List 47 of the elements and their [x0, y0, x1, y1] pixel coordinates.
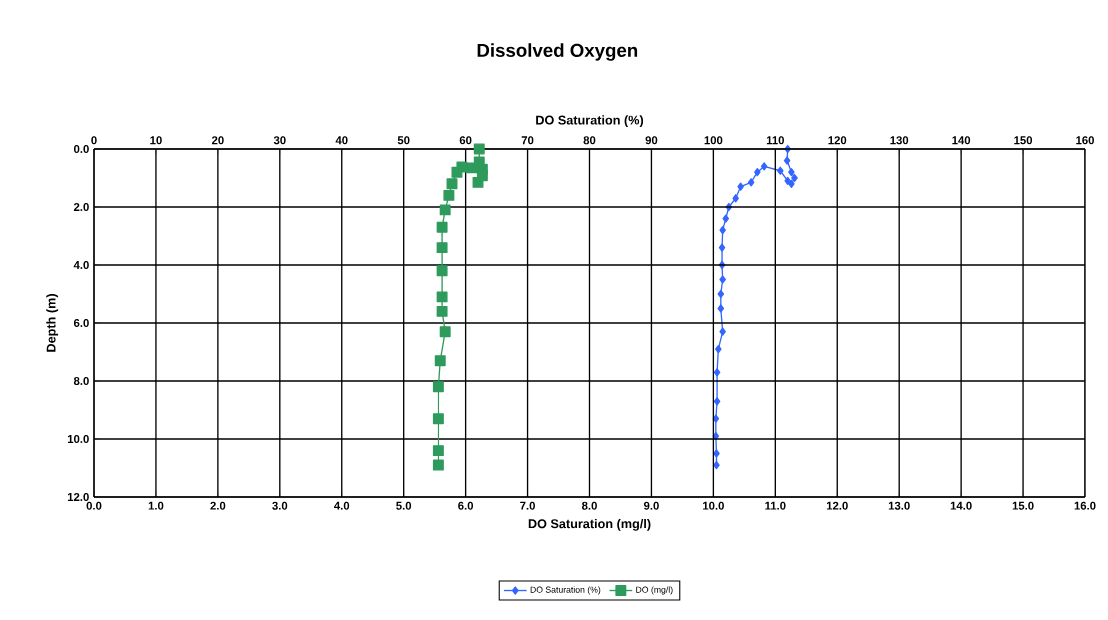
x-tick-label: 7.0	[520, 501, 535, 510]
x-tick-label: 3.0	[272, 501, 288, 510]
x-tick-label: 10.0	[703, 501, 724, 510]
x-tick-label: 14.0	[950, 501, 972, 510]
x-tick-label: 4.0	[334, 501, 350, 510]
x-tick-label: 6.0	[458, 501, 474, 510]
x2-tick-label: 70	[521, 136, 534, 145]
x2-axis-title: DO Saturation (%)	[536, 115, 644, 128]
x-axis-title: DO Saturation (mg/l)	[528, 518, 651, 531]
x2-tick-label: 110	[766, 136, 784, 145]
x2-tick-label: 10	[150, 136, 162, 145]
x2-tick-label: 30	[273, 136, 286, 145]
x2-tick-label: 150	[1014, 136, 1033, 145]
y-tick-label: 2.0	[73, 202, 89, 211]
x2-tick-label: 60	[459, 136, 472, 145]
x2-tick-label: 160	[1076, 136, 1094, 145]
y-tick-label: 6.0	[73, 318, 89, 327]
y-tick-label: 12.0	[67, 492, 89, 501]
x-tick-label: 8.0	[581, 501, 597, 510]
x-tick-label: 0.0	[86, 501, 102, 510]
legend-label: DO Saturation (%)	[530, 586, 601, 595]
x2-tick-label: 40	[335, 136, 348, 145]
x-tick-label: 11.0	[765, 501, 786, 510]
x-tick-label: 9.0	[643, 501, 659, 510]
x-tick-label: 5.0	[396, 501, 412, 510]
y-axis-title: Depth (m)	[46, 294, 59, 352]
y-tick-label: 4.0	[73, 260, 89, 269]
x2-tick-label: 0	[91, 136, 97, 145]
y-tick-label: 8.0	[73, 376, 89, 385]
x2-tick-label: 130	[890, 136, 909, 145]
x2-tick-label: 120	[828, 136, 847, 145]
x2-tick-label: 140	[952, 136, 971, 145]
y-tick-label: 0.0	[73, 144, 89, 153]
legend-label: DO (mg/l)	[636, 586, 673, 595]
x2-tick-label: 100	[704, 136, 723, 145]
x-tick-label: 1.0	[148, 501, 164, 510]
x-tick-label: 12.0	[826, 501, 848, 510]
x-tick-label: 13.0	[888, 501, 910, 510]
x2-tick-label: 80	[583, 136, 596, 145]
y-tick-label: 10.0	[67, 434, 89, 443]
chart-title: Dissolved Oxygen	[477, 43, 638, 61]
x-tick-label: 2.0	[210, 501, 226, 510]
x2-tick-label: 90	[645, 136, 658, 145]
x2-tick-label: 20	[211, 136, 224, 145]
x-tick-label: 16.0	[1074, 501, 1096, 510]
x2-tick-label: 50	[397, 136, 410, 145]
x-tick-label: 15.0	[1012, 501, 1034, 510]
